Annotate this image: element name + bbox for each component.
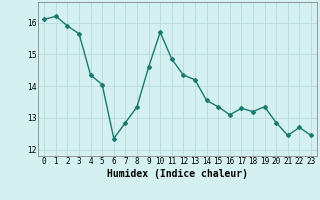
X-axis label: Humidex (Indice chaleur): Humidex (Indice chaleur)	[107, 169, 248, 179]
